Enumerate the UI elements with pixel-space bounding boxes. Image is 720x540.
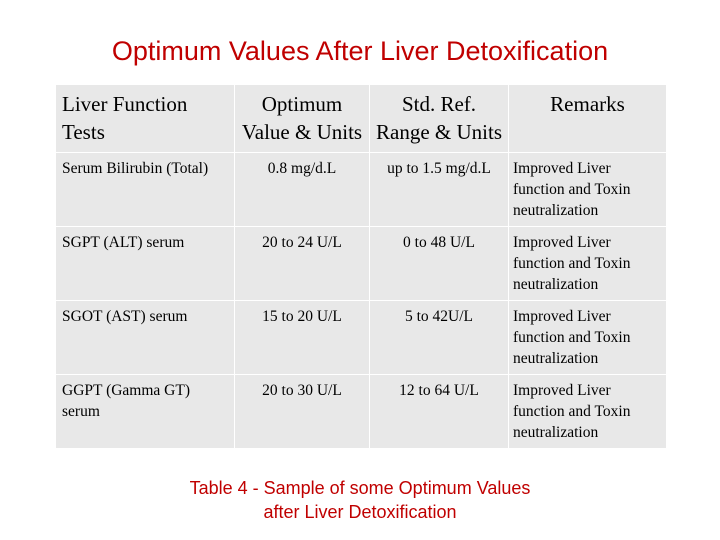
- optimum-value-cell: 20 to 30 U/L: [234, 374, 370, 449]
- reference-range-cell: up to 1.5 mg/d.L: [369, 152, 509, 227]
- test-name-cell: GGPT (Gamma GT) serum: [55, 374, 235, 449]
- test-name-cell: SGPT (ALT) serum: [55, 226, 235, 301]
- column-header-optimum: Optimum Value & Units: [234, 84, 370, 153]
- remarks-cell: Improved Liver function and Toxin neutra…: [508, 226, 667, 301]
- remarks-cell: Improved Liver function and Toxin neutra…: [508, 300, 667, 375]
- column-header-remarks: Remarks: [508, 84, 667, 153]
- remarks-cell: Improved Liver function and Toxin neutra…: [508, 152, 667, 227]
- table-row: SGOT (AST) serum 15 to 20 U/L 5 to 42U/L…: [55, 300, 667, 375]
- column-header-range: Std. Ref. Range & Units: [369, 84, 509, 153]
- test-name-cell: SGOT (AST) serum: [55, 300, 235, 375]
- optimum-value-cell: 0.8 mg/d.L: [234, 152, 370, 227]
- caption-line-1: Table 4 - Sample of some Optimum Values: [189, 478, 531, 498]
- liver-function-table: Liver Function Tests Optimum Value & Uni…: [55, 84, 667, 449]
- column-header-tests: Liver Function Tests: [55, 84, 235, 153]
- table-row: SGPT (ALT) serum 20 to 24 U/L 0 to 48 U/…: [55, 226, 667, 301]
- reference-range-cell: 5 to 42U/L: [369, 300, 509, 375]
- table-row: GGPT (Gamma GT) serum 20 to 30 U/L 12 to…: [55, 374, 667, 449]
- table-header-row: Liver Function Tests Optimum Value & Uni…: [55, 84, 667, 153]
- reference-range-cell: 0 to 48 U/L: [369, 226, 509, 301]
- remarks-cell: Improved Liver function and Toxin neutra…: [508, 374, 667, 449]
- caption-line-2: after Liver Detoxification: [263, 502, 457, 522]
- table-caption: Table 4 - Sample of some Optimum Values …: [0, 476, 720, 524]
- optimum-value-cell: 15 to 20 U/L: [234, 300, 370, 375]
- table-row: Serum Bilirubin (Total) 0.8 mg/d.L up to…: [55, 152, 667, 227]
- reference-range-cell: 12 to 64 U/L: [369, 374, 509, 449]
- optimum-value-cell: 20 to 24 U/L: [234, 226, 370, 301]
- test-name-cell: Serum Bilirubin (Total): [55, 152, 235, 227]
- page-title: Optimum Values After Liver Detoxificatio…: [111, 36, 609, 66]
